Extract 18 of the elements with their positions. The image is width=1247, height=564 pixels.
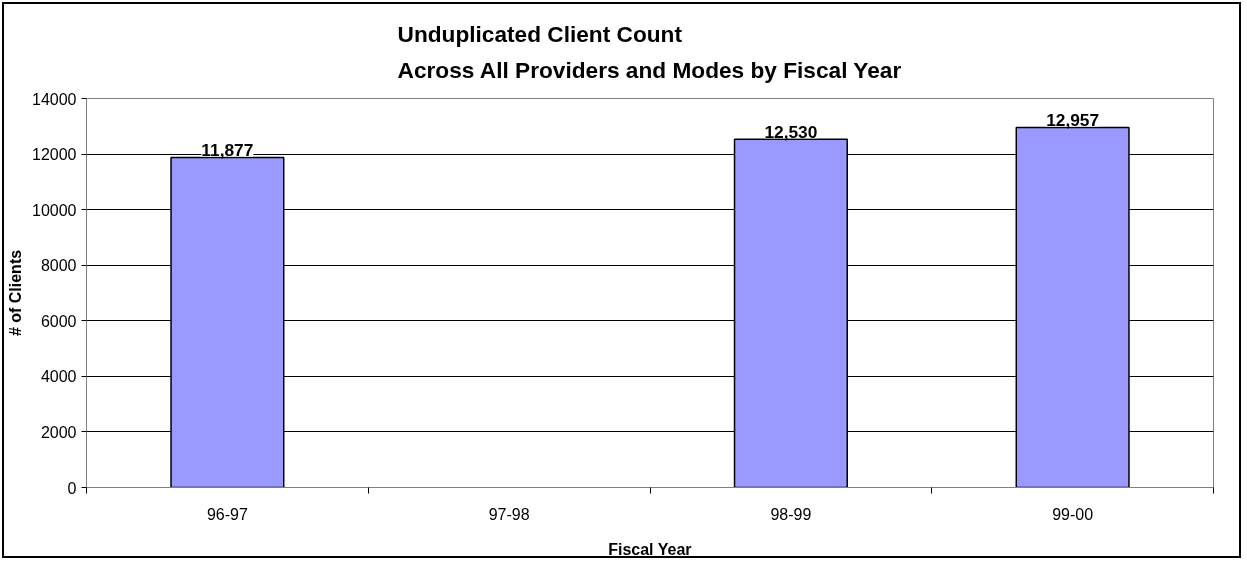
y-tick-label: 10000: [32, 201, 77, 219]
x-axis-title: Fiscal Year: [608, 540, 692, 558]
y-tick-label: 2000: [40, 423, 77, 441]
y-tick-label: 8000: [40, 257, 77, 275]
chart-title: Unduplicated Client Count Across All Providers and Modes by Fiscal Year: [397, 21, 902, 84]
data-label: 11,877: [201, 140, 254, 161]
y-axis-title: # of Clients: [7, 249, 25, 337]
y-tick-label: 0: [67, 479, 77, 497]
y-tick-label: 4000: [40, 368, 77, 386]
data-label: 12,957: [1046, 110, 1100, 131]
y-tick-label: 14000: [32, 90, 77, 108]
x-tick-label: 96-97: [206, 505, 248, 523]
y-tick-label: 6000: [40, 312, 77, 330]
x-tick-label: 97-98: [488, 505, 530, 523]
data-label: 12,530: [764, 122, 818, 143]
x-tick-label: 98-99: [770, 505, 812, 523]
x-tick-label: 99-00: [1052, 505, 1094, 523]
y-tick-label: 12000: [32, 146, 77, 164]
